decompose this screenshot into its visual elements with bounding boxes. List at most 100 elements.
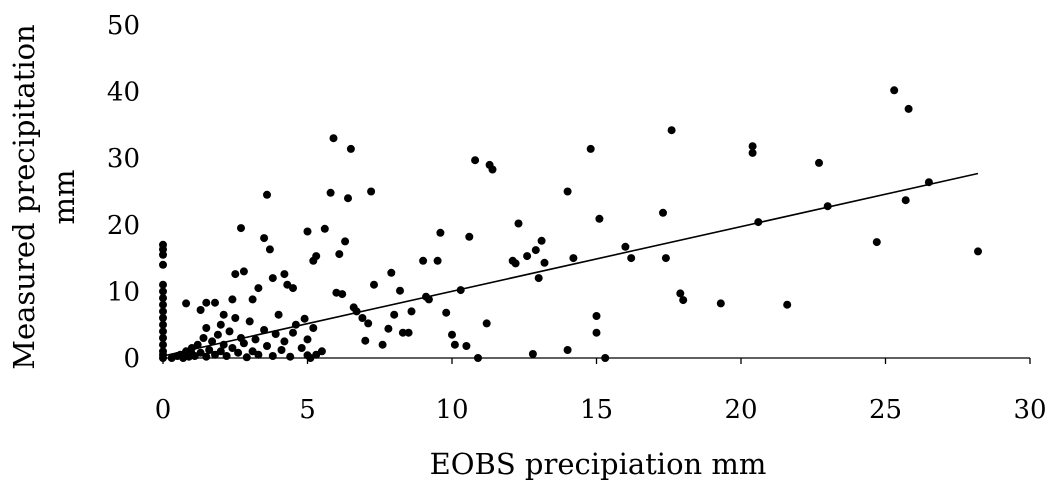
- data-point: [219, 310, 228, 319]
- data-point: [659, 208, 667, 217]
- x-axis-title: EOBS precipiation mm: [430, 447, 767, 481]
- data-point: [378, 340, 387, 349]
- data-point: [182, 299, 191, 308]
- data-point: [312, 252, 321, 261]
- data-point: [248, 295, 257, 304]
- data-point: [387, 268, 396, 277]
- data-point: [563, 346, 572, 354]
- data-point: [280, 337, 289, 346]
- data-point: [338, 290, 347, 299]
- data-point: [254, 284, 263, 293]
- data-point: [274, 310, 283, 319]
- data-point: [277, 346, 286, 354]
- y-tick-label: 40: [107, 78, 140, 108]
- data-point: [199, 334, 208, 342]
- data-point: [364, 319, 373, 328]
- data-point: [225, 327, 234, 336]
- data-point: [303, 335, 312, 344]
- data-point: [159, 314, 167, 322]
- data-point: [239, 339, 248, 348]
- data-point: [211, 298, 219, 307]
- data-point: [242, 353, 251, 362]
- data-point: [482, 319, 491, 328]
- data-point: [159, 340, 167, 349]
- data-point: [254, 350, 263, 359]
- x-tick-label: 0: [155, 395, 172, 425]
- data-point: [450, 340, 459, 349]
- data-point: [268, 274, 277, 283]
- data-point: [303, 227, 312, 236]
- data-point: [159, 250, 167, 259]
- y-tick-label: 0: [123, 344, 140, 374]
- y-tick-label: 30: [107, 144, 140, 174]
- data-point: [300, 314, 309, 323]
- data-point: [621, 242, 630, 251]
- data-point: [974, 247, 982, 256]
- x-tick-label: 20: [724, 395, 757, 425]
- data-point: [202, 298, 211, 307]
- data-point: [159, 320, 167, 329]
- scatter-points: [159, 86, 982, 362]
- data-point: [159, 294, 167, 303]
- data-point: [159, 260, 167, 269]
- data-point: [442, 308, 451, 317]
- data-point: [384, 324, 393, 333]
- data-point: [676, 289, 685, 298]
- data-point: [202, 324, 211, 332]
- data-point: [309, 324, 318, 332]
- data-point: [890, 86, 899, 95]
- data-point: [159, 300, 167, 309]
- data-point: [239, 267, 248, 276]
- data-point: [196, 306, 205, 314]
- data-point: [260, 234, 269, 243]
- data-point: [222, 352, 231, 360]
- data-point: [361, 336, 370, 345]
- data-point: [815, 158, 823, 167]
- data-point: [211, 350, 219, 359]
- y-axis-ticks: 0 10 20 30 40 50: [107, 11, 140, 374]
- data-point: [569, 254, 578, 263]
- data-point: [537, 236, 546, 245]
- data-point: [231, 270, 240, 279]
- data-point: [465, 232, 474, 241]
- data-point: [260, 326, 269, 334]
- data-point: [627, 254, 636, 263]
- data-point: [263, 190, 271, 199]
- data-point: [289, 284, 297, 293]
- data-point: [231, 314, 240, 322]
- data-point: [251, 335, 260, 344]
- x-tick-label: 30: [1013, 395, 1046, 425]
- data-point: [289, 328, 297, 337]
- data-point: [419, 256, 428, 265]
- data-point: [326, 188, 335, 197]
- data-point: [748, 148, 757, 157]
- data-point: [159, 334, 167, 342]
- data-point: [523, 252, 532, 261]
- data-point: [404, 328, 413, 337]
- x-tick-label: 25: [869, 395, 902, 425]
- data-point: [592, 328, 601, 337]
- data-point: [540, 258, 549, 267]
- data-point: [341, 237, 350, 246]
- data-point: [534, 274, 543, 283]
- data-point: [367, 187, 376, 196]
- data-point: [595, 214, 604, 223]
- data-point: [370, 280, 378, 289]
- y-axis-title-line-2: mm: [47, 170, 81, 225]
- data-point: [511, 259, 520, 268]
- data-point: [344, 194, 352, 203]
- x-tick-label: 5: [299, 395, 316, 425]
- data-point: [407, 307, 416, 316]
- data-point: [872, 238, 881, 247]
- data-point: [263, 342, 271, 350]
- data-point: [216, 320, 225, 329]
- data-point: [329, 134, 338, 143]
- data-point: [471, 156, 480, 165]
- data-point: [159, 287, 167, 296]
- data-point: [783, 300, 792, 309]
- data-point: [216, 347, 225, 356]
- data-point: [436, 228, 445, 237]
- data-point: [202, 352, 211, 361]
- data-point: [901, 196, 910, 205]
- data-point: [268, 352, 277, 360]
